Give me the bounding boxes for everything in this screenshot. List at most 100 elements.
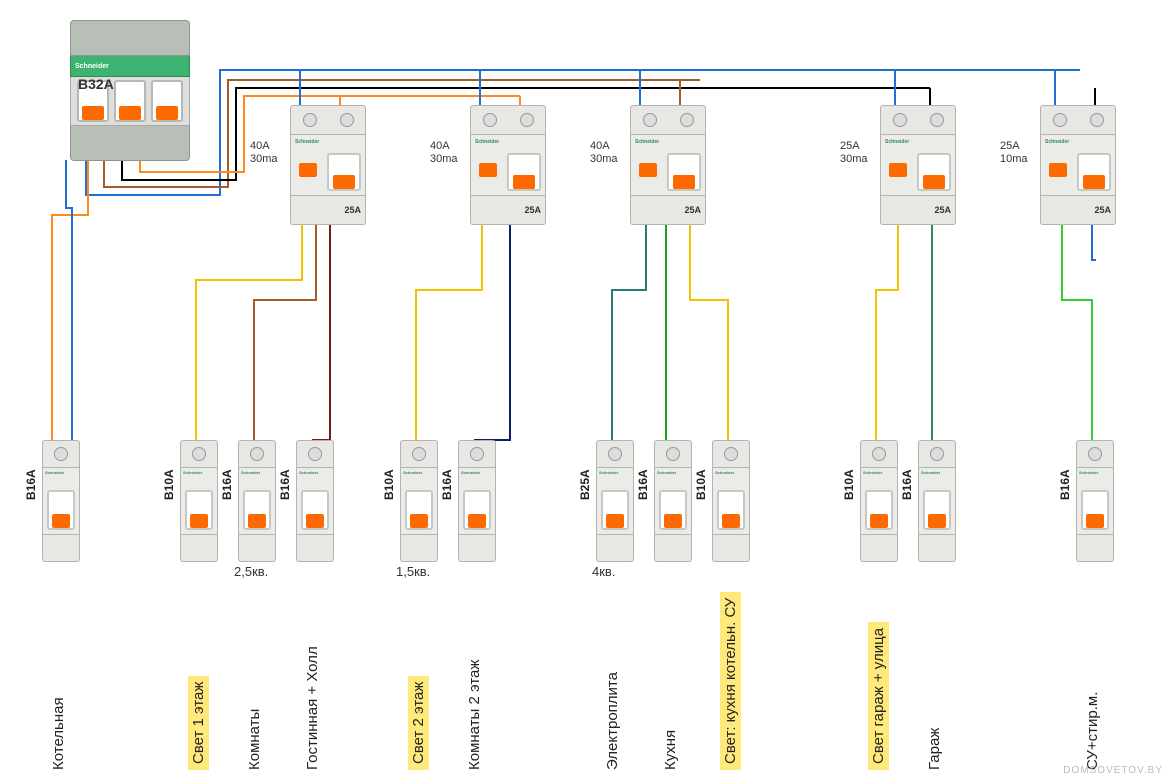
wire-23 xyxy=(690,223,728,440)
mcb-top xyxy=(458,440,496,468)
rcd-face: Schneider xyxy=(470,135,546,196)
mcb-1-rating: B10A xyxy=(162,469,176,500)
main-breaker-brand: Schneider xyxy=(70,56,190,77)
rcd-top xyxy=(290,105,366,135)
mcb-4-note: 1,5кв. xyxy=(396,564,430,579)
wire-1 xyxy=(104,80,700,187)
mcb-11: SchneiderB16A xyxy=(1076,440,1114,560)
wire-18 xyxy=(312,223,330,440)
mcb-4-rating: B10A xyxy=(382,469,396,500)
mcb-2: SchneiderB16A xyxy=(238,440,276,560)
mcb-switch xyxy=(717,490,745,530)
mcb-5-caption: Комнаты 2 этаж xyxy=(466,660,483,770)
mcb-bottom xyxy=(596,535,634,562)
mcb-brand: Schneider xyxy=(715,470,734,475)
rcd-bottom: 25A xyxy=(470,196,546,225)
mcb-7-caption: Кухня xyxy=(662,730,679,770)
rcd-face: Schneider xyxy=(290,135,366,196)
mcb-8: SchneiderB10A xyxy=(712,440,750,560)
mcb-11-caption: СУ+стир.м. xyxy=(1084,692,1101,770)
mcb-switch xyxy=(243,490,271,530)
mcb-bottom xyxy=(458,535,496,562)
rcd-brand: Schneider xyxy=(295,139,319,145)
wire-14 xyxy=(52,160,88,440)
rcd-brand: Schneider xyxy=(885,139,909,145)
mcb-top xyxy=(1076,440,1114,468)
wire-24 xyxy=(876,223,898,440)
main-breaker-top xyxy=(70,20,190,56)
pole-3 xyxy=(151,80,183,122)
mcb-brand: Schneider xyxy=(1079,470,1098,475)
mcb-2-caption: Комнаты xyxy=(246,709,263,770)
mcb-10-rating: B16A xyxy=(900,469,914,500)
rcd-top xyxy=(470,105,546,135)
rcd-brand: Schneider xyxy=(1045,139,1069,145)
mcb-face: Schneider xyxy=(180,468,218,535)
rcd-3-label: 40A30ma xyxy=(590,140,618,166)
rcd-brand: Schneider xyxy=(475,139,499,145)
test-button-icon xyxy=(639,163,657,177)
rcd-switch xyxy=(1077,153,1111,191)
rcd-top xyxy=(630,105,706,135)
mcb-bottom xyxy=(400,535,438,562)
wire-16 xyxy=(196,223,302,440)
mcb-7-rating: B16A xyxy=(636,469,650,500)
mcb-switch xyxy=(923,490,951,530)
mcb-switch xyxy=(301,490,329,530)
mcb-top xyxy=(654,440,692,468)
mcb-face: Schneider xyxy=(400,468,438,535)
rcd-face: Schneider xyxy=(630,135,706,196)
rcd-switch xyxy=(327,153,361,191)
rcd-bottom: 25A xyxy=(290,196,366,225)
mcb-brand: Schneider xyxy=(863,470,882,475)
mcb-switch xyxy=(601,490,629,530)
mcb-bottom xyxy=(1076,535,1114,562)
mcb-9: SchneiderB10A xyxy=(860,440,898,560)
mcb-face: Schneider xyxy=(918,468,956,535)
mcb-brand: Schneider xyxy=(241,470,260,475)
mcb-brand: Schneider xyxy=(45,470,64,475)
mcb-top xyxy=(918,440,956,468)
mcb-5: SchneiderB16A xyxy=(458,440,496,560)
mcb-0-caption: Котельная xyxy=(50,697,67,770)
mcb-10-caption: Гараж xyxy=(926,728,943,770)
mcb-4: SchneiderB10A xyxy=(400,440,438,560)
mcb-face: Schneider xyxy=(712,468,750,535)
pole-2 xyxy=(114,80,146,122)
rcd-1-label: 40A30ma xyxy=(250,140,278,166)
mcb-switch xyxy=(1081,490,1109,530)
test-button-icon xyxy=(1049,163,1067,177)
mcb-face: Schneider xyxy=(1076,468,1114,535)
mcb-brand: Schneider xyxy=(657,470,676,475)
rcd-switch xyxy=(507,153,541,191)
rcd-face: Schneider xyxy=(880,135,956,196)
mcb-top xyxy=(296,440,334,468)
mcb-bottom xyxy=(654,535,692,562)
mcb-switch xyxy=(185,490,213,530)
mcb-top xyxy=(238,440,276,468)
rcd-switch xyxy=(917,153,951,191)
mcb-bottom xyxy=(296,535,334,562)
mcb-8-rating: B10A xyxy=(694,469,708,500)
mcb-face: Schneider xyxy=(596,468,634,535)
mcb-0: SchneiderB16A xyxy=(42,440,80,560)
mcb-face: Schneider xyxy=(860,468,898,535)
wire-26 xyxy=(1062,223,1092,440)
mcb-3-rating: B16A xyxy=(278,469,292,500)
test-button-icon xyxy=(299,163,317,177)
rcd-amp: 25A xyxy=(934,205,951,215)
mcb-6-rating: B25A xyxy=(578,469,592,500)
rcd-5-label: 25A10ma xyxy=(1000,140,1028,166)
wire-17 xyxy=(254,223,316,440)
mcb-brand: Schneider xyxy=(299,470,318,475)
mcb-6: SchneiderB25A xyxy=(596,440,634,560)
mcb-4-caption: Свет 2 этаж xyxy=(408,676,429,770)
mcb-bottom xyxy=(712,535,750,562)
mcb-3-caption: Гостинная + Холл xyxy=(304,646,321,770)
mcb-brand: Schneider xyxy=(403,470,422,475)
rcd-2-label: 40A30ma xyxy=(430,140,458,166)
mcb-brand: Schneider xyxy=(461,470,480,475)
mcb-3: SchneiderB16A xyxy=(296,440,334,560)
mcb-face: Schneider xyxy=(238,468,276,535)
mcb-bottom xyxy=(238,535,276,562)
